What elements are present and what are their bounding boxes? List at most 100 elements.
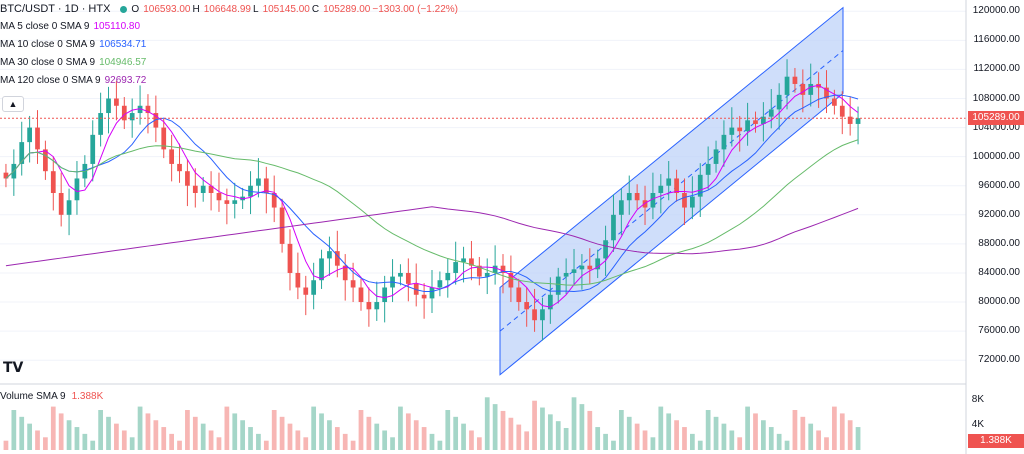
volume-bar xyxy=(611,440,616,450)
candle-body xyxy=(106,98,111,114)
volume-bar xyxy=(808,423,814,450)
volume-bar xyxy=(563,427,569,450)
parallel-channel[interactable] xyxy=(499,6,844,376)
candle-body xyxy=(295,272,301,288)
candle-body xyxy=(58,193,64,215)
volume-bar xyxy=(50,406,56,450)
volume-bar xyxy=(216,437,222,450)
volume-bar xyxy=(208,430,214,450)
candle-body xyxy=(382,287,388,303)
candle-body xyxy=(847,116,853,124)
volume-bar xyxy=(761,420,766,450)
volume-bar xyxy=(271,410,277,450)
candle-body xyxy=(263,178,269,193)
volume-legend[interactable]: Volume SMA 9 1.388K xyxy=(0,391,103,402)
volume-bar xyxy=(161,427,167,450)
candle-body xyxy=(753,120,758,124)
candle-body xyxy=(618,200,624,215)
candle-body xyxy=(27,127,32,143)
low-key: L xyxy=(253,4,259,15)
symbol-title[interactable]: BTC/USDT · 1D · HTX xyxy=(0,3,111,15)
volume-bar xyxy=(200,423,206,450)
collapse-legend-button[interactable]: ▲ xyxy=(2,96,24,112)
current-volume-tag: 1.388K xyxy=(968,434,1024,449)
volume-bar xyxy=(319,413,324,450)
candle-body xyxy=(398,272,403,277)
price-axis-label: 76000.00 xyxy=(978,325,1020,337)
candle-body xyxy=(461,258,466,263)
candle-body xyxy=(626,193,632,201)
candle-body xyxy=(327,251,332,259)
candle-body xyxy=(705,163,711,175)
candle-body xyxy=(563,272,569,277)
volume-bar xyxy=(453,416,459,450)
candle-body xyxy=(524,302,530,310)
volume-bar xyxy=(484,397,490,450)
candle-body xyxy=(303,287,309,295)
candle-body xyxy=(342,265,348,281)
candle-body xyxy=(66,200,72,215)
volume-bar xyxy=(311,406,317,450)
candle-body xyxy=(429,287,435,299)
candle-body xyxy=(50,171,56,193)
volume-bar xyxy=(626,416,632,450)
candle-body xyxy=(476,265,482,277)
candle-body xyxy=(729,127,735,135)
candle-body xyxy=(366,302,372,310)
candle-body xyxy=(469,258,474,266)
candle-body xyxy=(129,113,135,121)
volume-bar xyxy=(721,423,727,450)
price-axis-label: 72000.00 xyxy=(978,354,1020,366)
volume-axis-label: 8K xyxy=(971,394,984,406)
volume-bar xyxy=(342,433,348,450)
volume-bar xyxy=(390,437,395,450)
volume-bar xyxy=(492,404,498,450)
candle-body xyxy=(311,280,317,295)
candle-body xyxy=(571,269,577,273)
volume-bar xyxy=(713,416,719,450)
volume-bar xyxy=(35,430,40,450)
volume-bar xyxy=(74,427,80,450)
volume-bar xyxy=(66,420,72,450)
volume-bar xyxy=(784,440,790,450)
volume-bar xyxy=(824,437,829,450)
candle-body xyxy=(358,287,364,303)
indicator-ma30[interactable]: MA 30 close 0 SMA 9 104946.57 xyxy=(0,54,460,72)
candle-body xyxy=(690,196,695,208)
volume-bar xyxy=(3,440,9,450)
high-key: H xyxy=(192,4,200,15)
volume-bar xyxy=(847,420,853,450)
volume-bar xyxy=(137,406,143,450)
volume-bar xyxy=(58,413,64,450)
volume-bar xyxy=(690,433,695,450)
indicator-ma10[interactable]: MA 10 close 0 SMA 9 106534.71 xyxy=(0,36,460,54)
tradingview-logo[interactable]: TV xyxy=(3,360,24,376)
volume-bar xyxy=(839,413,845,450)
indicator-value: 105110.80 xyxy=(93,21,141,32)
indicator-ma120[interactable]: MA 120 close 0 SMA 9 92693.72 xyxy=(0,72,460,90)
candle-body xyxy=(768,109,774,117)
chart-legend: BTC/USDT · 1D · HTX O 106593.00 H 106648.99 L… xyxy=(0,0,460,90)
low-value: 105145.00 xyxy=(262,4,310,15)
volume-bar xyxy=(532,400,537,450)
open-key: O xyxy=(131,4,140,15)
volume-bar xyxy=(350,440,356,450)
indicator-ma5[interactable]: MA 5 close 0 SMA 9 105110.80 xyxy=(0,18,460,36)
candle-body xyxy=(169,149,174,164)
volume-bar xyxy=(413,420,419,450)
symbol-header: BTC/USDT · 1D · HTX O 106593.00 H 106648.99 L… xyxy=(0,0,460,18)
candle-body xyxy=(114,98,119,106)
candle-body xyxy=(43,149,48,172)
candle-body xyxy=(792,76,798,84)
candle-body xyxy=(484,272,490,277)
candle-body xyxy=(319,258,324,281)
indicator-label: MA 5 close 0 SMA 9 xyxy=(0,21,90,32)
volume-bar xyxy=(603,433,608,450)
volume-bar xyxy=(816,430,821,450)
candle-body xyxy=(540,309,545,321)
volume-bar xyxy=(256,433,261,450)
volume-legend-value: 1.388K xyxy=(71,391,104,402)
candle-body xyxy=(776,94,782,110)
candle-body xyxy=(595,258,601,270)
